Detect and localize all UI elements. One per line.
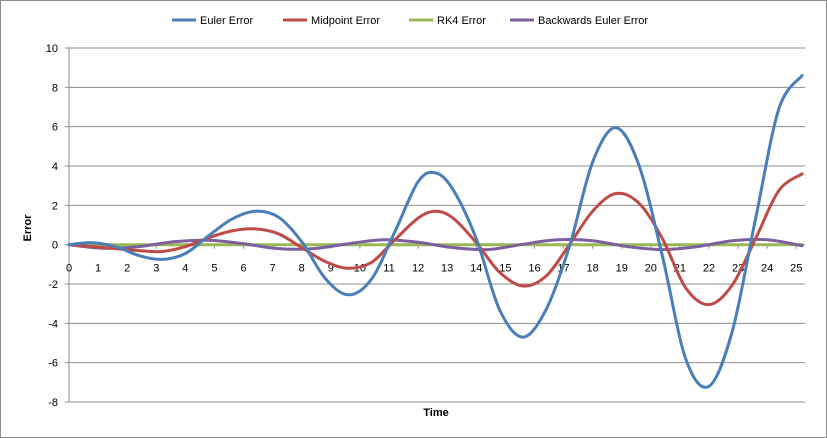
x-tick-label: 25 [790, 263, 802, 275]
backwards-euler-error-line [67, 237, 804, 252]
x-tick-label: 13 [441, 263, 453, 275]
legend-label-backwards-euler-error: Backwards Euler Error [538, 15, 648, 27]
y-tick-label: 6 [52, 122, 58, 134]
y-tick-labels: 10 8 6 4 2 0 -2 -4 -6 -8 [46, 43, 58, 409]
x-tick-label: 14 [470, 263, 482, 275]
x-tick-label: 11 [383, 263, 394, 275]
y-tick-label: -4 [48, 318, 58, 330]
y-tick-label: -2 [48, 279, 58, 291]
x-tick-label: 7 [270, 263, 276, 275]
y-tick-label: 4 [52, 161, 58, 173]
x-tick-label: 12 [412, 263, 424, 275]
x-tick-label: 15 [499, 263, 511, 275]
x-tick-label: 4 [182, 263, 188, 275]
x-tick-label: 6 [240, 263, 246, 275]
y-tick-label: 10 [46, 43, 58, 55]
x-tick-label: 19 [616, 263, 628, 275]
x-tick-label: 24 [761, 263, 773, 275]
y-tick-label: 0 [52, 240, 58, 252]
x-tick-label: 5 [211, 263, 217, 275]
legend-label-euler-error: Euler Error [200, 15, 254, 27]
legend-label-midpoint-error: Midpoint Error [311, 15, 380, 27]
y-tick-label: 2 [52, 200, 58, 212]
x-tick-label: 2 [124, 263, 130, 275]
x-tick-labels: 0 1 2 3 4 5 6 7 8 9 10 11 12 13 14 15 16 17 18 19 20 21 22 23 24… [66, 263, 802, 275]
midpoint-error-line [67, 172, 804, 307]
x-axis-title: Time [423, 407, 448, 419]
y-tick-label: 8 [52, 82, 58, 94]
x-tick-label: 9 [328, 263, 334, 275]
x-tick-label: 1 [95, 263, 101, 275]
x-tick-label: 16 [528, 263, 540, 275]
x-tick-label: 8 [299, 263, 305, 275]
euler-error-line [67, 74, 804, 389]
x-tick-label: 3 [153, 263, 159, 275]
legend: Euler Error Midpoint Error RK4 Error Backwa… [172, 15, 648, 27]
x-tick-label: 22 [703, 263, 715, 275]
x-tick-label: 20 [645, 263, 657, 275]
y-axis-title: Error [22, 214, 34, 242]
axes [65, 47, 805, 403]
y-tick-label: -6 [48, 358, 58, 370]
x-tick-label: 0 [66, 263, 72, 275]
x-tick-label: 18 [587, 263, 599, 275]
legend-label-rk4-error: RK4 Error [437, 15, 486, 27]
gridlines [69, 47, 805, 403]
series-lines [67, 74, 804, 389]
y-tick-label: -8 [48, 397, 58, 409]
